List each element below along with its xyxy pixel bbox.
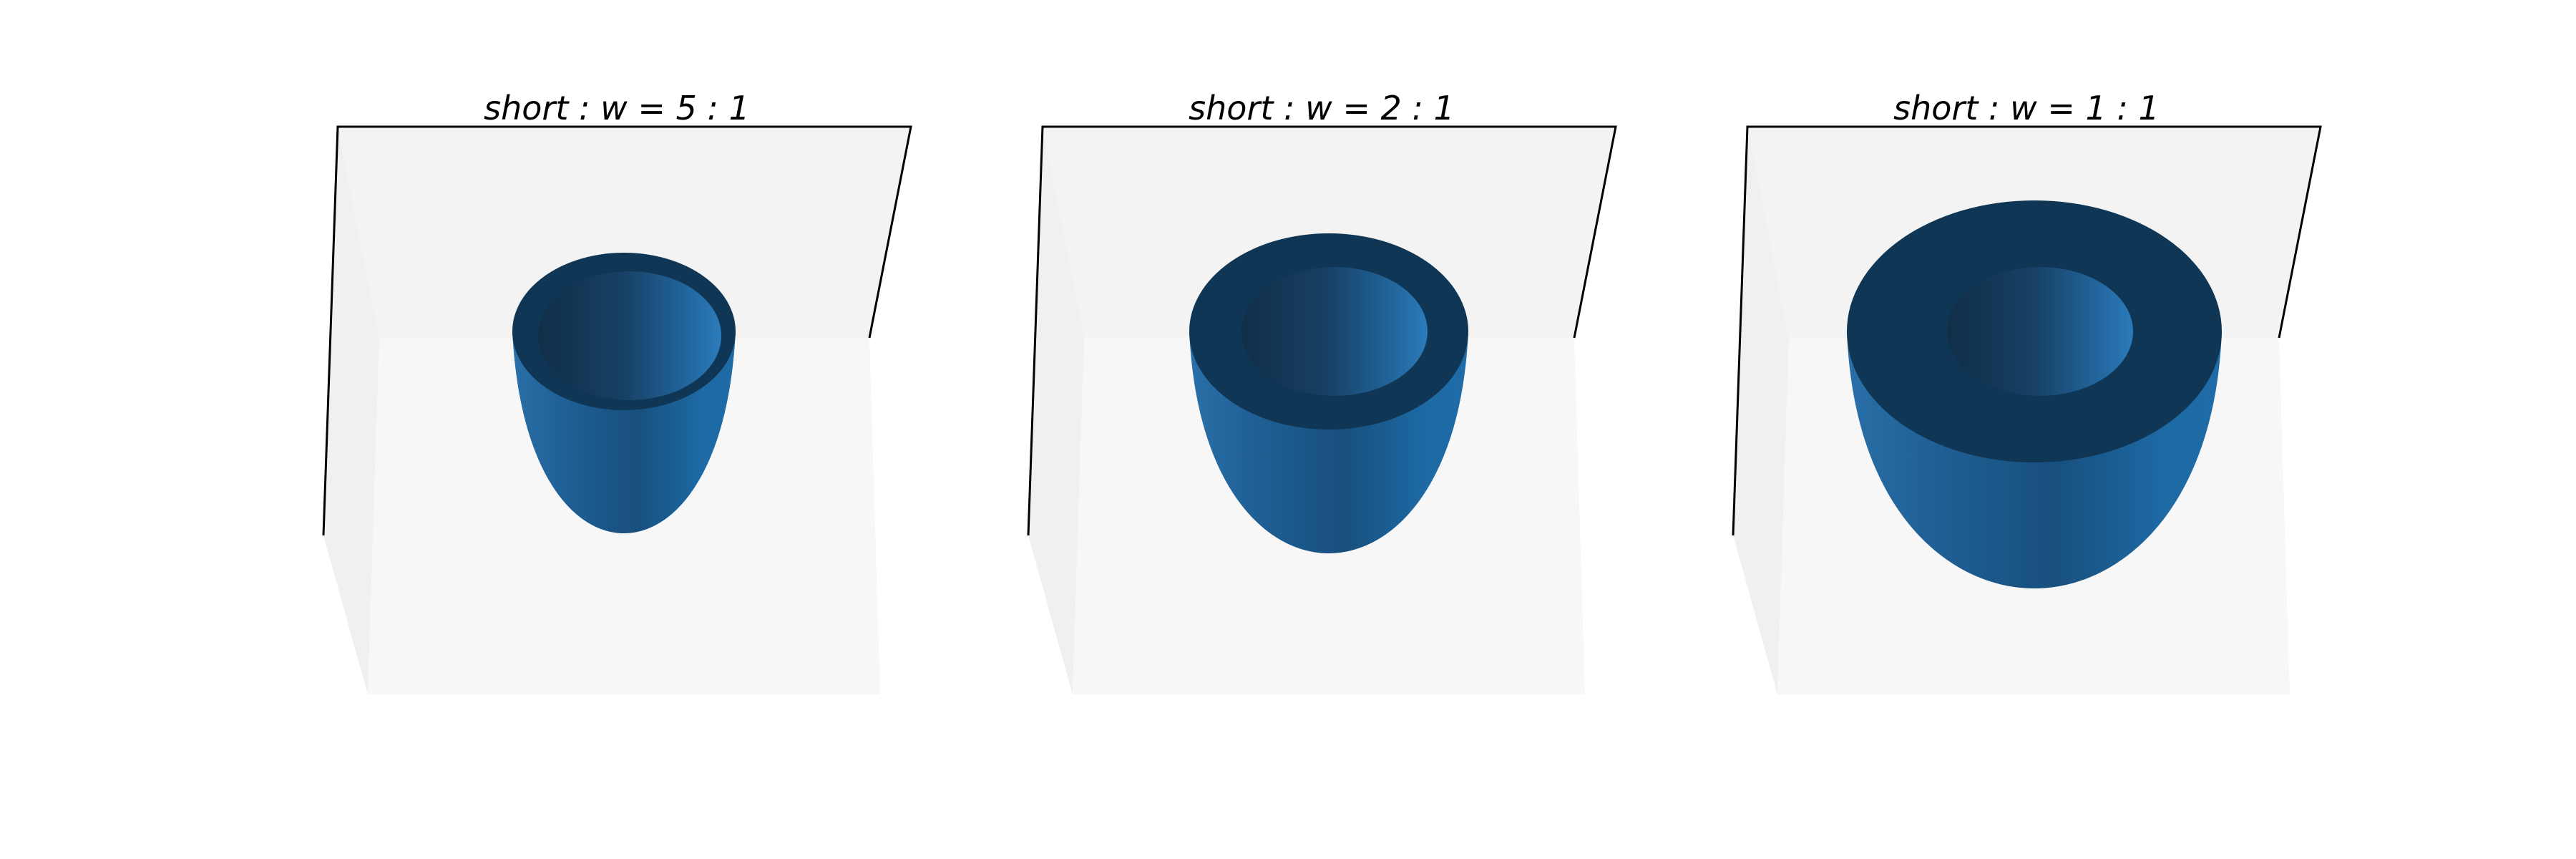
- surface-inner-opening: [538, 271, 721, 400]
- subplot-2: short : w = 2 : 1: [1027, 89, 1617, 694]
- subplot-title: short : w = 1 : 1: [1893, 89, 2160, 127]
- side-pane: [1028, 127, 1084, 694]
- subplot-title: short : w = 5 : 1: [484, 89, 750, 127]
- subplot-title: short : w = 2 : 1: [1189, 89, 1455, 127]
- axes-frame-edges: [1732, 125, 2322, 536]
- back-pane: [338, 127, 911, 338]
- subplot-1: short : w = 5 : 1: [322, 89, 912, 694]
- surface-inner-opening: [1947, 267, 2133, 396]
- subplots-group: short : w = 5 : 1 short : w = 2 : 1 short …: [322, 89, 2322, 694]
- axes-frame-edges: [322, 125, 912, 536]
- surface-inner-opening: [1241, 267, 1428, 396]
- subplot-3: short : w = 1 : 1: [1732, 89, 2322, 694]
- side-pane: [323, 127, 379, 694]
- axes-frame-edges: [1027, 125, 1617, 536]
- back-pane: [1043, 127, 1616, 338]
- side-pane: [1733, 127, 1789, 694]
